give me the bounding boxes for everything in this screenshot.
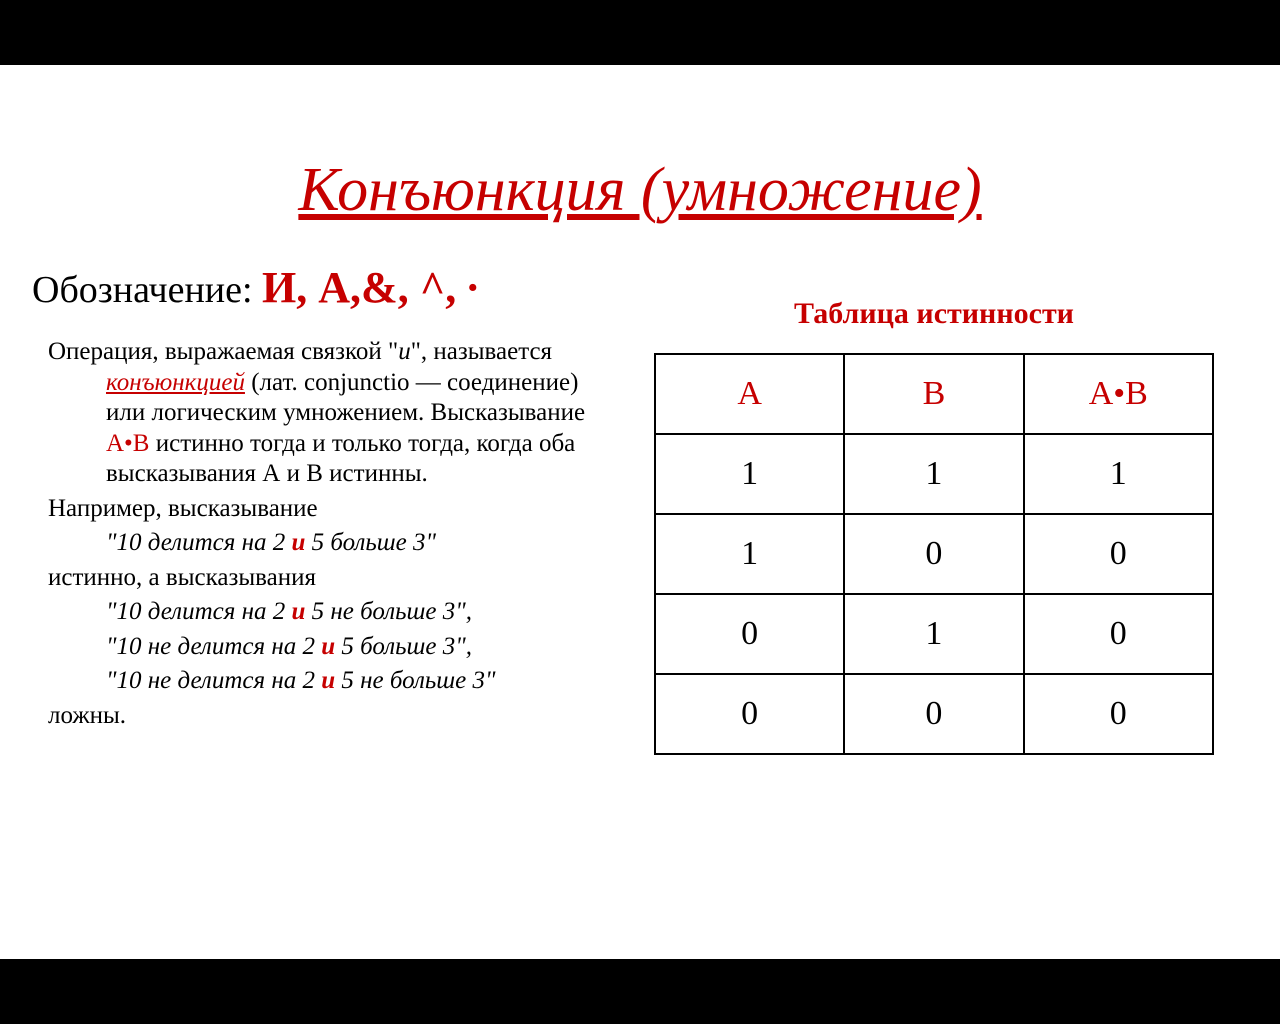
content-columns: Операция, выражаемая связкой "и", называ… — [0, 337, 1280, 755]
cell: 0 — [844, 514, 1023, 594]
example-false-1: "10 делится на 2 и 5 не больше 3", — [48, 597, 618, 628]
def-text-4: истинно тогда и только тогда, когда оба … — [106, 430, 575, 488]
example-false-intro: истинно, а высказывания — [48, 563, 618, 594]
ex2-a: "10 делится на 2 — [106, 598, 292, 625]
example-true: "10 делится на 2 и 5 больше 3" — [48, 528, 618, 559]
example-false-2: "10 не делится на 2 и 5 больше 3", — [48, 632, 618, 663]
cell: 1 — [844, 434, 1023, 514]
ex1-and: и — [292, 529, 306, 556]
table-row: 1 1 1 — [655, 434, 1213, 514]
cell: 1 — [655, 434, 844, 514]
ex1-b: 5 больше 3" — [305, 529, 436, 556]
notation-symbols: И, А,&, ^, ∙ — [262, 263, 478, 312]
cell: 0 — [844, 674, 1023, 754]
slide: Конъюнкция (умножение) Обозначение: И, А… — [0, 65, 1280, 959]
def-link: конъюнкцией — [106, 369, 245, 396]
header-ab: А•В — [1024, 354, 1213, 434]
truth-table: А В А•В 1 1 1 1 0 0 — [654, 353, 1214, 755]
def-text-1: Операция, выражаемая связкой " — [48, 338, 398, 365]
ex4-b: 5 не больше 3" — [335, 667, 495, 694]
cell: 1 — [655, 514, 844, 594]
slide-title: Конъюнкция (умножение) — [0, 155, 1280, 226]
ex3-a: "10 не делится на 2 — [106, 633, 321, 660]
table-row: 1 0 0 — [655, 514, 1213, 594]
cell: 0 — [655, 674, 844, 754]
cell: 0 — [655, 594, 844, 674]
cell: 0 — [1024, 514, 1213, 594]
cell: 0 — [1024, 594, 1213, 674]
def-text-2: ", называется — [411, 338, 552, 365]
ex1-a: "10 делится на 2 — [106, 529, 292, 556]
ex4-a: "10 не делится на 2 — [106, 667, 321, 694]
cell: 1 — [1024, 434, 1213, 514]
cell: 1 — [844, 594, 1023, 674]
table-row: 0 1 0 — [655, 594, 1213, 674]
header-a: А — [655, 354, 844, 434]
right-column: Таблица истинности А В А•В 1 — [618, 297, 1280, 755]
false-label: ложны. — [48, 701, 618, 732]
table-row: 0 0 0 — [655, 674, 1213, 754]
def-ab: А•В — [106, 430, 149, 457]
left-column: Операция, выражаемая связкой "и", называ… — [48, 337, 618, 755]
truth-table-title: Таблица истинности — [648, 297, 1220, 331]
def-connector-i: и — [398, 338, 411, 365]
example-intro: Например, высказывание — [48, 494, 618, 525]
cell: 0 — [1024, 674, 1213, 754]
header-row: А В А•В — [655, 354, 1213, 434]
ex3-and: и — [321, 633, 335, 660]
ex4-and: и — [321, 667, 335, 694]
ex3-b: 5 больше 3", — [335, 633, 472, 660]
notation-label: Обозначение: — [32, 269, 262, 311]
ex2-b: 5 не больше 3", — [305, 598, 472, 625]
header-b: В — [844, 354, 1023, 434]
definition-paragraph: Операция, выражаемая связкой "и", называ… — [48, 337, 618, 490]
ex2-and: и — [292, 598, 306, 625]
example-false-3: "10 не делится на 2 и 5 не больше 3" — [48, 666, 618, 697]
